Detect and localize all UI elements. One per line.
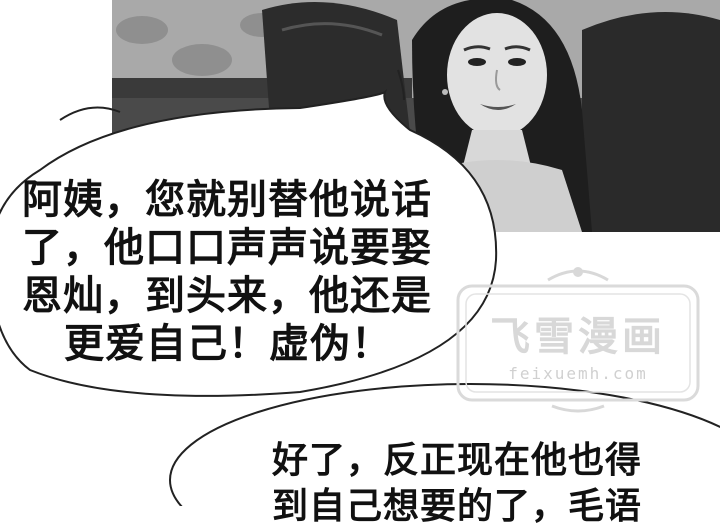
speech-bubbles-layer [0,69,720,506]
dialogue-line: 恩灿，到头来，他还是 [22,273,432,319]
dialogue-line: 到自己想要的了，毛语 [272,486,643,527]
sketch-line [59,106,121,121]
speech-bubble-2 [169,383,720,506]
watermark-title: 飞雪漫画 [490,314,666,360]
watermark-url: feixuemh.com [508,364,648,383]
woman-eye-right [508,58,526,66]
watermark-frame [456,267,700,413]
speech-bubble-1-text: 阿姨，您就别替他说话 了，他口口声声说要娶 恩灿，到头来，他还是 更爱自己！虚伪… [22,176,462,368]
woman-earring [442,89,448,95]
dialogue-line: 阿姨，您就别替他说话 [22,177,432,223]
woman-neck [462,130,532,170]
dialogue-line: 更爱自己！虚伪！ [64,321,392,367]
watermark: 飞雪漫画 feixuemh.com [452,260,704,416]
right-seat [582,12,720,232]
woman-mouth [480,104,516,110]
woman-eye-left [468,58,486,66]
speech-bubble-1 [0,89,498,397]
speech-bubble-2-text: 好了，反正现在他也得 到自己想要的了，毛语 [272,438,712,530]
dialogue-line: 了，他口口声声说要娶 [22,225,432,271]
sketch-line [397,69,405,101]
dialogue-line: 好了，反正现在他也得 [272,440,643,481]
